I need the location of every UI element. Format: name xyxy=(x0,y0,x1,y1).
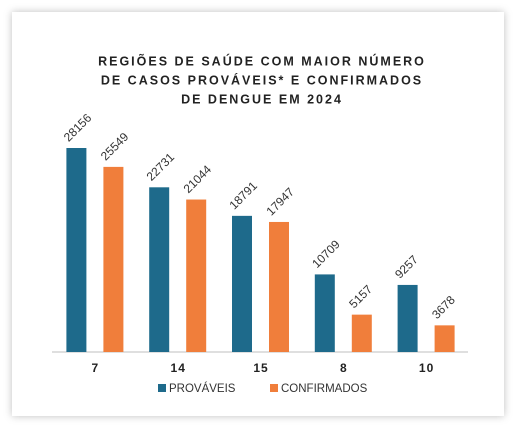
bar xyxy=(103,166,124,352)
chart-title: REGIÕES DE SAÚDE COM MAIOR NÚMERO xyxy=(98,53,426,68)
bar xyxy=(232,215,252,352)
chart-title: DE DENGUE EM 2024 xyxy=(181,92,343,106)
x-tick-label: 8 xyxy=(340,361,348,375)
chart-card xyxy=(12,12,504,416)
legend-label: CONFIRMADOS xyxy=(281,383,368,395)
bar xyxy=(434,325,455,352)
bar xyxy=(269,221,289,352)
legend-swatch xyxy=(270,384,278,392)
chart-title: DE CASOS PROVÁVEIS* E CONFIRMADOS xyxy=(101,72,423,87)
x-tick-label: 7 xyxy=(92,361,100,375)
legend-label: PROVÁVEIS xyxy=(169,382,236,395)
x-tick-label: 10 xyxy=(419,361,434,375)
legend-swatch xyxy=(158,384,166,392)
bar xyxy=(149,187,170,352)
x-tick-label: 15 xyxy=(253,361,268,375)
x-tick-label: 14 xyxy=(171,361,186,375)
bar xyxy=(397,284,418,352)
bar xyxy=(186,199,207,352)
bar xyxy=(66,148,87,352)
bar xyxy=(351,314,372,352)
bar xyxy=(314,274,335,352)
